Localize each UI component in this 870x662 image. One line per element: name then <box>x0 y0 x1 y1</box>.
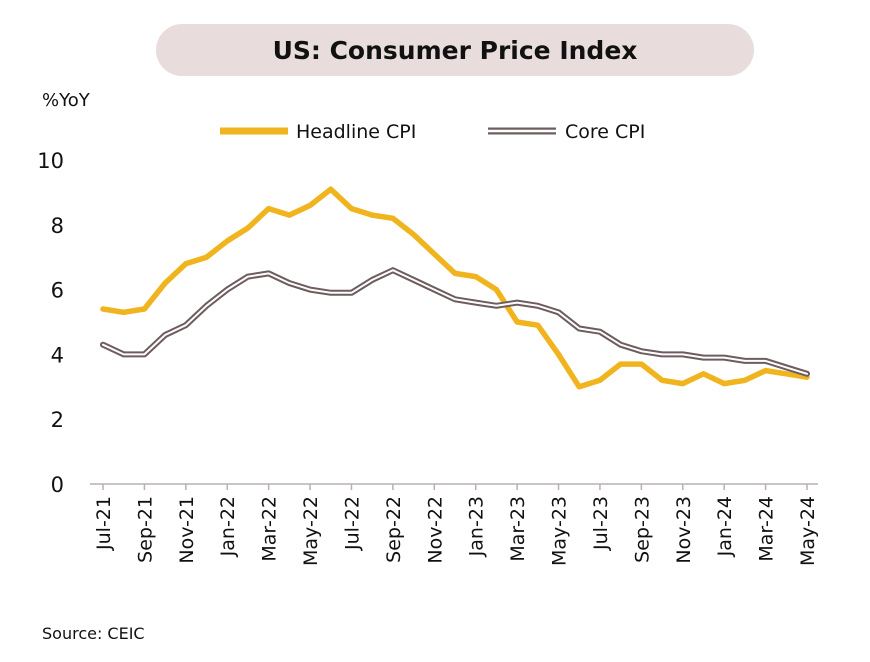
x-tick-label: May-24 <box>797 496 819 566</box>
legend-core-label: Core CPI <box>565 121 645 143</box>
x-tick-label: Sep-23 <box>631 496 653 563</box>
x-tick-label: Jul-22 <box>341 496 363 551</box>
y-tick-label: 0 <box>51 473 64 497</box>
x-tick-label: Sep-22 <box>383 496 405 563</box>
x-tick-label: Jul-21 <box>93 496 115 551</box>
legend-headline-label: Headline CPI <box>296 121 416 143</box>
y-tick-label: 6 <box>51 279 64 303</box>
chart-title: US: Consumer Price Index <box>272 35 638 65</box>
y-tick-label: 4 <box>51 343 64 367</box>
series-line-headline-cpi <box>100 186 810 390</box>
x-tick-label: Jul-23 <box>590 496 612 551</box>
y-axis: 0 2 4 6 8 10 <box>37 149 64 497</box>
x-tick-label: Jan-24 <box>714 496 736 557</box>
y-tick-label: 10 <box>37 149 64 173</box>
legend: Headline CPI Core CPI <box>220 121 645 143</box>
y-axis-unit-label: %YoY <box>42 90 90 111</box>
x-tick-label: Nov-21 <box>176 496 198 564</box>
x-tick-label: Nov-23 <box>673 496 695 564</box>
x-axis: Jul-21 Sep-21 Nov-21 Jan-22 Mar-22 May-22 Jul-… <box>93 484 819 566</box>
x-tick-label: Mar-23 <box>507 496 529 562</box>
series-line-core-cpi <box>100 267 810 377</box>
x-tick-label: Jan-22 <box>217 496 239 557</box>
source-note: Source: CEIC <box>42 624 145 643</box>
x-tick-label: Mar-24 <box>756 496 778 562</box>
x-tick-label: Jan-23 <box>466 496 488 557</box>
y-tick-label: 2 <box>51 408 64 432</box>
y-tick-label: 8 <box>51 214 64 238</box>
x-tick-label: May-22 <box>300 496 322 566</box>
x-tick-label: Mar-22 <box>259 496 281 562</box>
series-lines <box>100 186 810 390</box>
chart-title-pill: US: Consumer Price Index <box>156 24 754 76</box>
x-tick-label: Nov-22 <box>424 496 446 564</box>
x-tick-label: May-23 <box>549 496 571 566</box>
x-tick-label: Sep-21 <box>134 496 156 563</box>
